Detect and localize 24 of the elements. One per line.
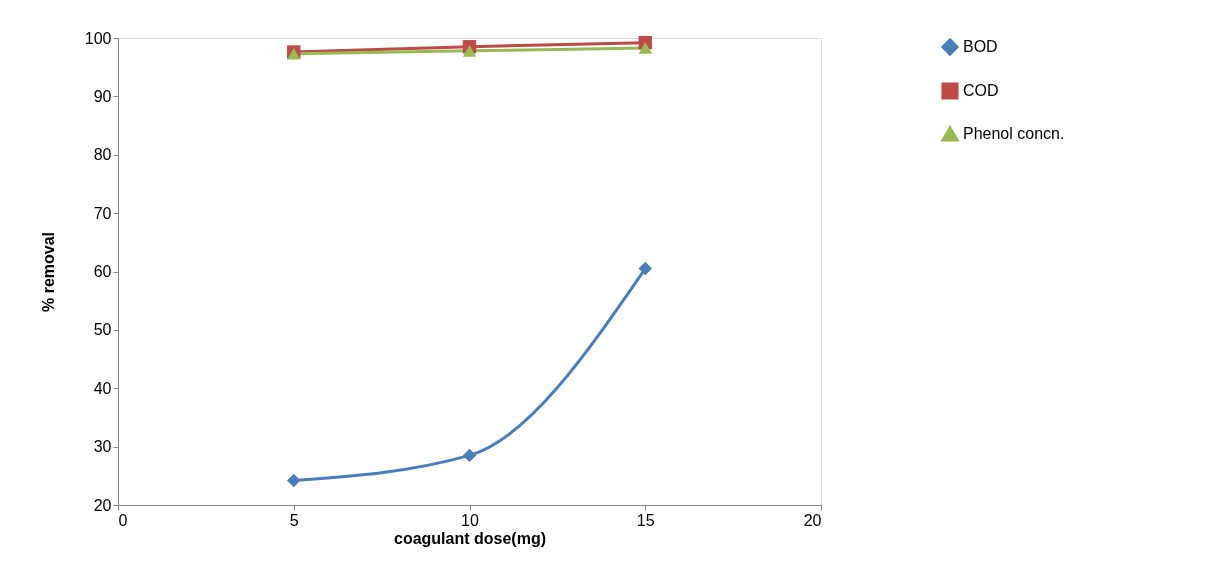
x-tick-label: 5 — [289, 511, 299, 529]
y-tick-label: 70 — [93, 204, 112, 222]
x-tick-label: 20 — [803, 511, 822, 529]
y-tick-label: 30 — [93, 438, 112, 456]
x-tick-label: 15 — [636, 511, 655, 529]
y-tick-label: 80 — [93, 146, 112, 164]
y-tick-label: 20 — [93, 496, 112, 514]
y-tick-label: 100 — [84, 29, 112, 47]
x-axis-title: coagulant dose(mg) — [393, 529, 547, 547]
point — [287, 473, 301, 488]
legend-label: BOD — [963, 38, 998, 55]
point — [638, 42, 652, 54]
point — [462, 448, 477, 463]
x-tick-label: 0 — [118, 511, 128, 529]
y-tick-label: 90 — [93, 87, 112, 105]
y-tick-label: 50 — [93, 321, 112, 339]
y-tick-label: 60 — [93, 263, 112, 280]
legend-label: COD — [963, 82, 999, 99]
y-tick-label: 40 — [93, 379, 112, 397]
x-tick-label: 10 — [461, 511, 479, 529]
point — [638, 261, 652, 276]
y-axis-title: % removal — [39, 231, 57, 313]
legend-label: Phenol concn. — [963, 125, 1065, 142]
point — [462, 45, 477, 57]
